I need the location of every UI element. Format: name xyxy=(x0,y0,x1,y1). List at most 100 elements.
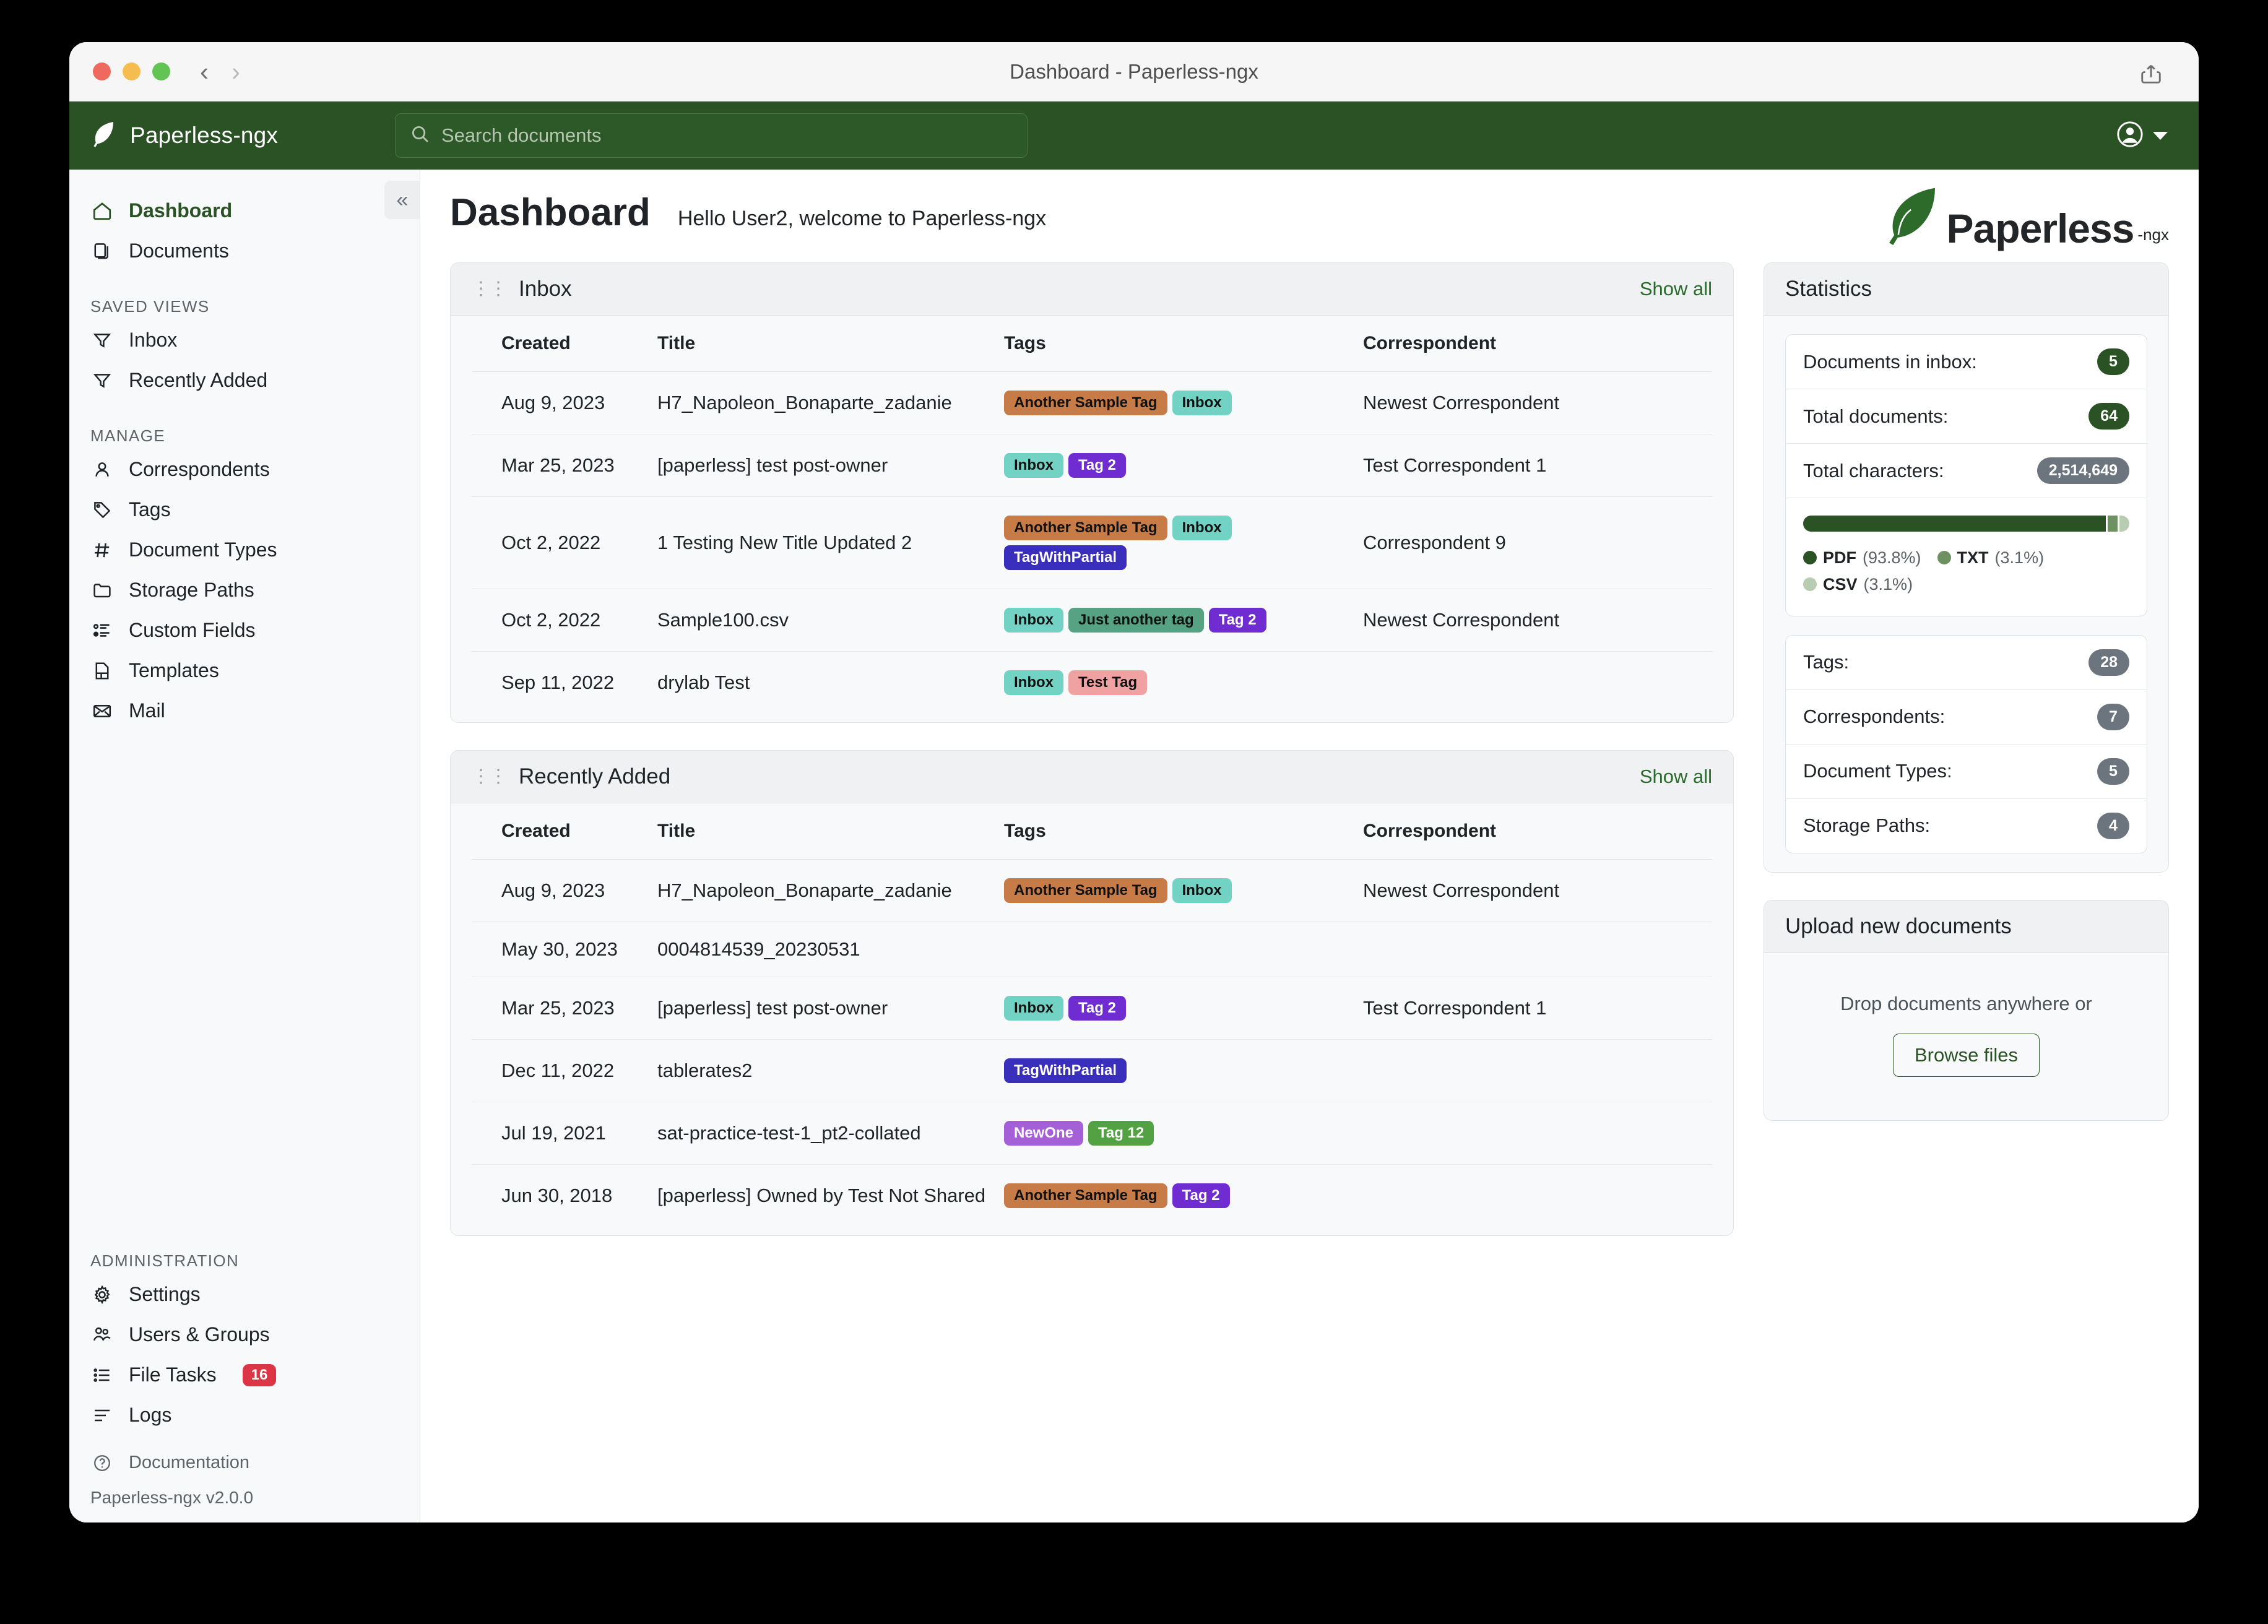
table-row[interactable]: Sep 11, 2022 drylab Test Inbox Test Tag xyxy=(472,652,1712,714)
brand-logo[interactable]: Paperless-ngx xyxy=(92,121,389,151)
minimize-window-button[interactable] xyxy=(123,63,141,80)
table-row[interactable]: Mar 25, 2023 [paperless] test post-owner I… xyxy=(472,977,1712,1040)
search-input[interactable] xyxy=(441,124,1012,147)
inbox-table: Created Title Tags Correspondent Aug 9, … xyxy=(472,316,1712,714)
tag-chip[interactable]: Tag 2 xyxy=(1068,453,1126,478)
table-row[interactable]: Oct 2, 2022 Sample100.csv Inbox Just anothe… xyxy=(472,589,1712,652)
cell-title[interactable]: 1 Testing New Title Updated 2 xyxy=(657,496,1004,589)
share-icon[interactable] xyxy=(2139,62,2163,89)
cell-title[interactable]: [paperless] test post-owner xyxy=(657,434,1004,497)
sidebar-item-logs[interactable]: Logs xyxy=(69,1395,420,1435)
tag-chip[interactable]: Just another tag xyxy=(1068,608,1204,633)
cell-correspondent: Newest Correspondent xyxy=(1363,371,1712,434)
user-menu-button[interactable] xyxy=(2116,120,2168,152)
cell-title[interactable]: Sample100.csv xyxy=(657,589,1004,652)
tag-chip[interactable]: Inbox xyxy=(1004,996,1063,1021)
tag-chip[interactable]: Another Sample Tag xyxy=(1004,878,1167,903)
tag-chip[interactable]: Inbox xyxy=(1004,608,1063,633)
cell-title[interactable]: tablerates2 xyxy=(657,1039,1004,1102)
drag-handle-icon[interactable]: ⋮⋮ xyxy=(472,766,508,787)
tag-chip[interactable]: Tag 2 xyxy=(1208,608,1266,633)
column-header-correspondent: Correspondent xyxy=(1363,803,1712,860)
sidebar-item-settings[interactable]: Settings xyxy=(69,1274,420,1315)
browse-files-button[interactable]: Browse files xyxy=(1892,1033,2040,1077)
table-row[interactable]: Aug 9, 2023 H7_Napoleon_Bonaparte_zadanie… xyxy=(472,859,1712,922)
tag-chip[interactable]: Tag 12 xyxy=(1088,1121,1154,1146)
table-row[interactable]: Aug 9, 2023 H7_Napoleon_Bonaparte_zadanie… xyxy=(472,371,1712,434)
tag-chip[interactable]: TagWithPartial xyxy=(1004,1058,1127,1083)
sidebar-item-users-groups[interactable]: Users & Groups xyxy=(69,1315,420,1355)
tag-chip[interactable]: Inbox xyxy=(1172,516,1232,540)
sidebar-item-documents[interactable]: Documents xyxy=(69,231,420,271)
tag-chip[interactable]: Inbox xyxy=(1172,878,1232,903)
sidebar-item-correspondents[interactable]: Correspondents xyxy=(69,449,420,490)
sidebar-item-tags[interactable]: Tags xyxy=(69,490,420,530)
cell-created: Aug 9, 2023 xyxy=(472,371,657,434)
tag-chip[interactable]: Another Sample Tag xyxy=(1004,391,1167,415)
close-window-button[interactable] xyxy=(93,63,111,80)
maximize-window-button[interactable] xyxy=(152,63,170,80)
sidebar-item-mail[interactable]: Mail xyxy=(69,691,420,731)
dashboard-columns: ⋮⋮ Inbox Show all Created Title Tags xyxy=(450,262,2169,1263)
cell-correspondent: Newest Correspondent xyxy=(1363,859,1712,922)
upload-dropzone[interactable]: Drop documents anywhere or Browse files xyxy=(1764,953,2168,1120)
sidebar-item-documentation[interactable]: Documentation xyxy=(69,1435,420,1482)
cell-created: Mar 25, 2023 xyxy=(472,977,657,1040)
cell-correspondent: Newest Correspondent xyxy=(1363,589,1712,652)
table-row[interactable]: Mar 25, 2023 [paperless] test post-owner I… xyxy=(472,434,1712,497)
sidebar-item-file-tasks[interactable]: File Tasks 16 xyxy=(69,1355,420,1395)
cell-title[interactable]: [paperless] test post-owner xyxy=(657,977,1004,1040)
upload-widget: Upload new documents Drop documents anyw… xyxy=(1764,899,2169,1121)
recently-added-widget: ⋮⋮ Recently Added Show all Created Title… xyxy=(450,750,1734,1236)
cell-title[interactable]: H7_Napoleon_Bonaparte_zadanie xyxy=(657,371,1004,434)
table-row[interactable]: May 30, 2023 0004814539_20230531 xyxy=(472,922,1712,977)
table-row[interactable]: Jun 30, 2018 [paperless] Owned by Test No… xyxy=(472,1165,1712,1227)
legend-label: CSV xyxy=(1823,574,1858,594)
tag-chip[interactable]: Test Tag xyxy=(1068,670,1148,695)
tag-chip[interactable]: Tag 2 xyxy=(1068,996,1126,1021)
stat-label: Tags: xyxy=(1803,651,1850,673)
browser-navigation[interactable]: ‹ › xyxy=(200,56,240,86)
tag-chip[interactable]: Another Sample Tag xyxy=(1004,516,1167,540)
inbox-show-all-link[interactable]: Show all xyxy=(1639,278,1712,300)
chevron-right-icon[interactable]: › xyxy=(232,56,240,86)
search-icon xyxy=(410,124,430,147)
table-row[interactable]: Jul 19, 2021 sat-practice-test-1_pt2-coll… xyxy=(472,1102,1712,1165)
sidebar-item-storage-paths[interactable]: Storage Paths xyxy=(69,570,420,610)
double-chevron-left-icon[interactable]: « xyxy=(384,181,420,219)
cell-correspondent xyxy=(1363,1102,1712,1165)
sidebar-item-document-types[interactable]: Document Types xyxy=(69,530,420,570)
column-header-tags: Tags xyxy=(1004,316,1363,372)
stat-label: Documents in inbox: xyxy=(1803,350,1977,373)
stat-value: 4 xyxy=(2097,812,2129,839)
cell-title[interactable]: 0004814539_20230531 xyxy=(657,922,1004,977)
cell-title[interactable]: sat-practice-test-1_pt2-collated xyxy=(657,1102,1004,1165)
tag-chip[interactable]: Another Sample Tag xyxy=(1004,1183,1167,1208)
tag-chip[interactable]: NewOne xyxy=(1004,1121,1084,1146)
cell-correspondent: Test Correspondent 1 xyxy=(1363,434,1712,497)
tag-chip[interactable]: Inbox xyxy=(1004,670,1063,695)
sidebar-item-custom-fields[interactable]: Custom Fields xyxy=(69,610,420,650)
chevron-left-icon[interactable]: ‹ xyxy=(200,56,209,86)
sidebar-item-inbox[interactable]: Inbox xyxy=(69,320,420,360)
table-row[interactable]: Dec 11, 2022 tablerates2 TagWithPartial xyxy=(472,1039,1712,1102)
traffic-lights[interactable] xyxy=(93,63,170,80)
drag-handle-icon[interactable]: ⋮⋮ xyxy=(472,279,508,299)
logo-subtext: -ngx xyxy=(2137,225,2169,244)
tag-chip[interactable]: Tag 2 xyxy=(1172,1183,1230,1208)
sidebar-item-templates[interactable]: Templates xyxy=(69,650,420,691)
cell-title[interactable]: [paperless] Owned by Test Not Shared xyxy=(657,1185,986,1206)
tag-chip[interactable]: Inbox xyxy=(1004,453,1063,478)
tag-chip[interactable]: Inbox xyxy=(1172,391,1232,415)
sidebar-item-dashboard[interactable]: Dashboard xyxy=(69,191,420,231)
cell-created: May 30, 2023 xyxy=(472,922,657,977)
cell-title[interactable]: drylab Test xyxy=(657,672,750,693)
sidebar-item-recently-added[interactable]: Recently Added xyxy=(69,360,420,400)
table-row[interactable]: Oct 2, 2022 1 Testing New Title Updated 2… xyxy=(472,496,1712,589)
tag-chip[interactable]: TagWithPartial xyxy=(1004,545,1127,570)
cell-tags: Another Sample Tag Inbox xyxy=(1004,371,1363,434)
search-box[interactable] xyxy=(395,113,1028,158)
cell-title[interactable]: H7_Napoleon_Bonaparte_zadanie xyxy=(657,859,1004,922)
brand-name: Paperless-ngx xyxy=(130,123,279,148)
recently-added-show-all-link[interactable]: Show all xyxy=(1639,766,1712,787)
